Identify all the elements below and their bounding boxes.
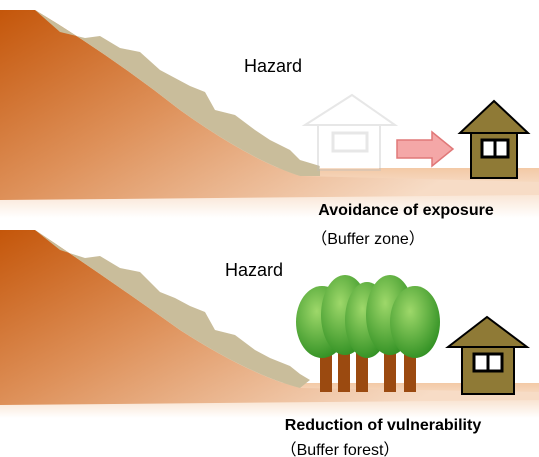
subcaption: （Buffer forest）: [281, 441, 400, 457]
subcaption: （Buffer zone）: [311, 230, 425, 248]
top-panel: Hazard Avoidance of exposure （Buffer zon…: [0, 10, 539, 248]
house: [460, 101, 528, 178]
hazard-label: Hazard: [225, 260, 283, 280]
house: [448, 317, 527, 394]
slope: [0, 230, 539, 405]
caption: Reduction of vulnerability: [285, 417, 482, 434]
diagram: Hazard Avoidance of exposure （Buffer zon…: [0, 0, 539, 457]
arrow: [397, 132, 453, 166]
bottom-panel: Hazard Reduction of vulnerability （Buffe…: [0, 230, 539, 457]
caption: Avoidance of exposure: [318, 202, 494, 219]
forest: [296, 275, 440, 392]
ghost-house: [305, 95, 395, 170]
hazard-label: Hazard: [244, 56, 302, 76]
